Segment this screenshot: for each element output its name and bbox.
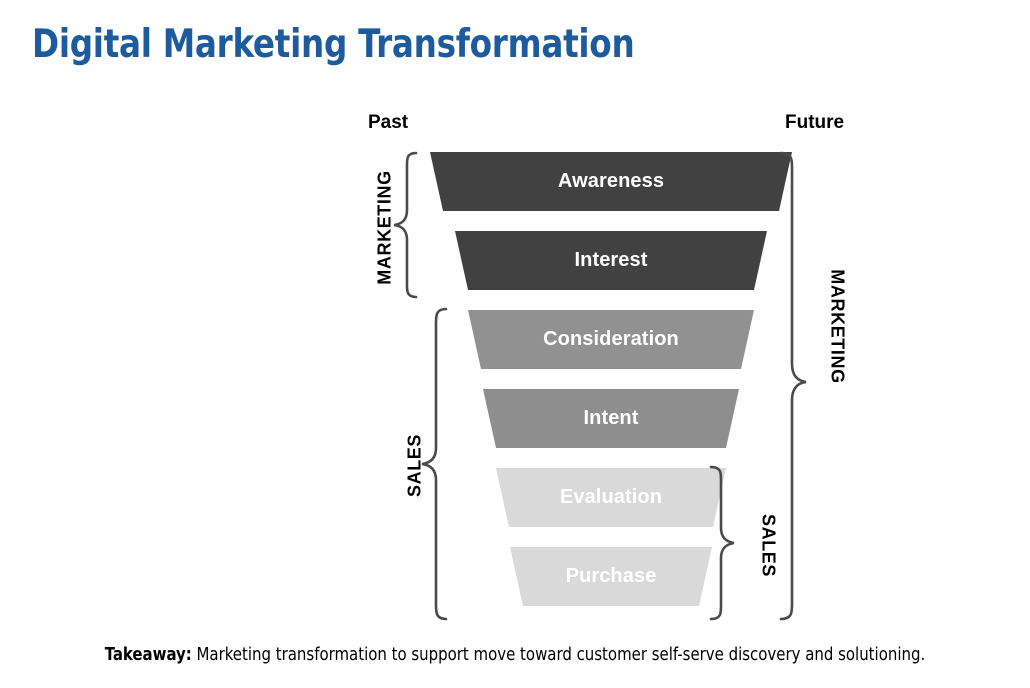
funnel-stage-shape [483, 389, 739, 448]
brace-past-sales [420, 306, 448, 622]
curly-brace-right-icon [779, 151, 807, 621]
funnel-stage-shape [510, 547, 712, 606]
funnel-stage-label: Interest [574, 249, 648, 271]
funnel-stage-shape [430, 152, 792, 211]
funnel-stage-label: Consideration [543, 328, 679, 350]
brace-past-marketing [392, 150, 418, 300]
funnel-stage-evaluation[interactable]: Evaluation [496, 468, 726, 527]
curly-brace-left-icon [421, 307, 448, 621]
group-label-future-sales: SALES [758, 513, 779, 577]
takeaway-lead: Takeaway: [104, 645, 192, 665]
brace-future-sales [708, 464, 736, 622]
curly-brace-left-icon [393, 151, 418, 299]
axis-label-future: Future [785, 112, 845, 133]
takeaway-note: Takeaway: Marketing transformation to su… [26, 645, 1005, 665]
funnel-stage-label: Purchase [565, 565, 657, 587]
funnel-stage-shape [455, 231, 767, 290]
funnel-stage-shape [468, 310, 754, 369]
group-label-past-marketing: MARKETING [374, 170, 395, 285]
page-title: Digital Marketing Transformation [32, 22, 635, 67]
funnel-stage-label: Intent [583, 407, 639, 429]
funnel-stage-purchase[interactable]: Purchase [510, 547, 712, 606]
funnel-stage-consideration[interactable]: Consideration [468, 310, 754, 369]
funnel-stage-shape [496, 468, 726, 527]
funnel-stage-label: Evaluation [559, 486, 663, 508]
curly-brace-right-icon [709, 465, 735, 621]
funnel-stage-label: Awareness [557, 170, 665, 192]
funnel-stage-interest[interactable]: Interest [455, 231, 767, 290]
group-label-future-marketing: MARKETING [827, 269, 848, 384]
funnel-stage-awareness[interactable]: Awareness [430, 152, 792, 211]
group-label-past-sales: SALES [404, 434, 425, 498]
axis-label-past: Past [368, 112, 409, 133]
funnel-stage-intent[interactable]: Intent [483, 389, 739, 448]
brace-future-marketing [778, 150, 808, 622]
takeaway-body: Marketing transformation to support move… [191, 645, 926, 665]
